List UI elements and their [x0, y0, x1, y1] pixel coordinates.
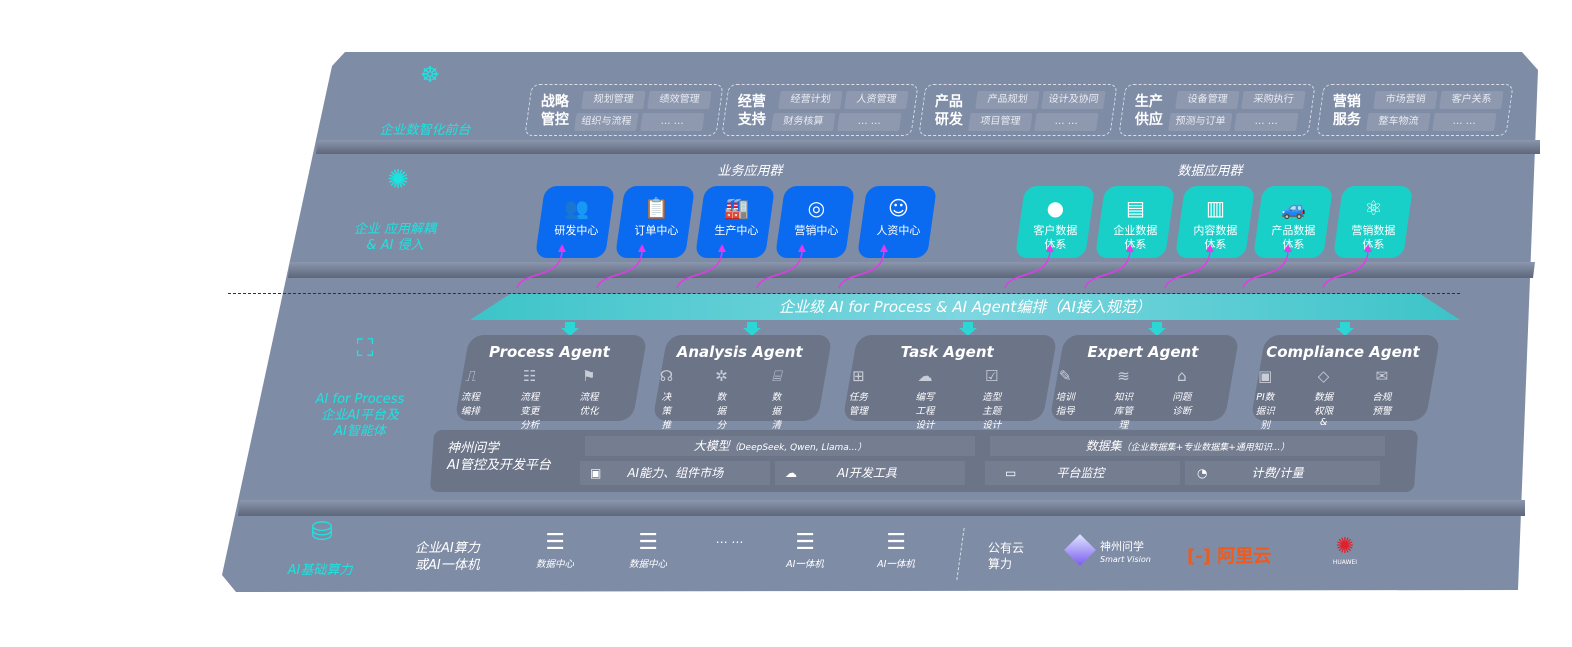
business-title: 业务应用群 — [717, 164, 783, 179]
server-icon: ☰ — [795, 530, 815, 555]
agent-capability: ⌂ 问题诊断 — [1172, 367, 1192, 417]
capability-icon: ⚑ — [583, 367, 595, 385]
database-icon: ⛁ — [311, 517, 333, 547]
connector-arrow — [756, 249, 803, 289]
enterprise-compute: 企业AI算力 或AI一体机 — [415, 541, 480, 573]
server-icon: ☰ — [886, 530, 906, 555]
infra-label: AI基础算力 — [287, 563, 353, 578]
connector-arrow — [1164, 249, 1211, 289]
dataset-bar: 数据集（企业数据集+专业数据集+通用知识...） — [990, 436, 1385, 456]
agent-capability: ≋ 知识库管理 — [1114, 367, 1134, 431]
agent-capability: ✎ 培训指导 — [1055, 367, 1075, 417]
arrowhead — [1046, 244, 1054, 252]
dashed-line — [228, 293, 1460, 294]
agent-card[interactable]: Expert Agent ✎ 培训指导 ≋ 知识库管理 ⌂ 问题诊断 — [1049, 335, 1240, 431]
capability-icon: ▣ — [1258, 367, 1273, 385]
monitor-tool: ▭ 平台监控 — [985, 461, 1180, 485]
link-arrow — [743, 322, 761, 336]
brain-icon: ☸ — [420, 63, 440, 88]
agent-name: Expert Agent — [1087, 343, 1199, 361]
agent-card[interactable]: Task Agent ⊞ 任务管理 ☁ 编写工程设计方案 ☑ 造型主题设计 — [842, 335, 1058, 445]
agent-name: Compliance Agent — [1266, 343, 1420, 361]
connector-arrow — [1004, 249, 1051, 289]
capability-icon: ✉ — [1375, 367, 1389, 385]
model-bar: 大模型（DeepSeek, Qwen, Llama...） — [585, 436, 975, 456]
capability-icon: ✎ — [1058, 367, 1072, 385]
public-cloud: 公有云 算力 — [988, 541, 1025, 571]
capability-icon: ☁ — [917, 367, 933, 385]
server-1: ☰ 数据中心 — [525, 530, 585, 570]
agent-name: Analysis Agent — [676, 343, 803, 361]
agent-card[interactable]: Compliance Agent▣PI数据识别◇数据权限 & 安全✉合规预警 — [1250, 335, 1441, 442]
capability-icon: ☊ — [659, 367, 674, 385]
smartvision-name: 神州问学 Smart Vision — [1100, 540, 1151, 564]
billing-tool: ◔ 计费/计量 — [1185, 461, 1380, 485]
face-scan-icon: ⛶ — [356, 334, 374, 362]
link-arrow — [1336, 322, 1354, 336]
server-3: ☰ AI一体机 — [775, 530, 835, 570]
ai-market-tool: ▣ AI能力、组件市场 — [580, 461, 770, 485]
data-title: 数据应用群 — [1177, 164, 1243, 179]
connector-arrow — [1322, 249, 1369, 289]
front-label: 企业数智化前台 — [379, 123, 471, 138]
server-4: ☰ AI一体机 — [866, 530, 926, 570]
orchestration-banner: 企业级 AI for Process & AI Agent编排（AI接入规范） — [470, 294, 1460, 320]
cloud-dev-icon: ☁ — [785, 466, 797, 480]
ai-dev-tool: ☁ AI开发工具 — [775, 461, 965, 485]
molecule-icon: ✺ — [387, 165, 409, 195]
market-icon: ▣ — [590, 466, 602, 480]
monitor-icon: ▭ — [1005, 466, 1017, 480]
divider — [238, 500, 1525, 516]
server-2: ☰ 数据中心 — [618, 530, 678, 570]
link-arrow — [561, 322, 579, 336]
arrowhead — [718, 244, 726, 252]
connector-arrow — [516, 249, 563, 289]
platform-title: 神州问学 AI管控及开发平台 — [447, 441, 551, 473]
server-icon: ☰ — [545, 530, 565, 555]
capability-icon: ☷ — [523, 367, 537, 385]
capability-icon: ⌸ — [771, 367, 781, 385]
agent-card[interactable]: Analysis Agent ☊ 决策推荐 ✲ 数据分析 ⌸ 数据清洗 — [652, 335, 833, 445]
connector-arrow — [676, 249, 723, 289]
arrowhead — [1126, 244, 1134, 252]
agent-card[interactable]: Process Agent ⎍ 流程编排 ☷ 流程变更分析 ⚑ 流程优化 — [454, 335, 648, 431]
apps-label: 企业 应用解耦 & AI 侵入 — [353, 222, 437, 253]
arrowhead — [558, 244, 566, 252]
link-arrow — [959, 322, 977, 336]
arrowhead — [1206, 244, 1214, 252]
huawei-logo: ✺ HUAWEI — [1332, 534, 1358, 567]
ai-label: AI for Process 企业AI平台及 AI智能体 — [315, 392, 405, 439]
divider — [316, 140, 1540, 154]
aliyun-logo: [-] 阿里云 — [1187, 546, 1272, 567]
capability-icon: ☑ — [984, 367, 999, 385]
capability-icon: ⎍ — [465, 367, 476, 385]
capability-icon: ≋ — [1117, 367, 1130, 385]
arrowhead — [880, 244, 888, 252]
connector-arrow — [1084, 249, 1131, 289]
connector-arrow — [1242, 249, 1289, 289]
server-icon: ☰ — [638, 530, 658, 555]
agent-capability: ☷ 流程变更分析 — [520, 367, 540, 431]
capability-icon: ✲ — [715, 367, 728, 385]
link-arrow — [1148, 322, 1166, 336]
arrowhead — [1364, 244, 1372, 252]
agent-name: Task Agent — [900, 343, 994, 361]
gauge-icon: ◔ — [1197, 466, 1208, 480]
connector-arrow — [596, 249, 643, 289]
capability-icon: ⊞ — [852, 367, 865, 385]
agent-capability: ⎍ 流程编排 — [460, 367, 480, 417]
connector-arrow — [838, 249, 885, 289]
capability-icon: ⌂ — [1177, 367, 1187, 385]
agent-name: Process Agent — [489, 343, 610, 361]
arrowhead — [798, 244, 806, 252]
capability-icon: ◇ — [1317, 367, 1330, 385]
divider — [288, 262, 1535, 278]
arrowhead — [638, 244, 646, 252]
agent-capability: ⚑ 流程优化 — [579, 367, 599, 417]
arrowhead — [1284, 244, 1292, 252]
server-ellipsis: … … — [716, 532, 744, 546]
